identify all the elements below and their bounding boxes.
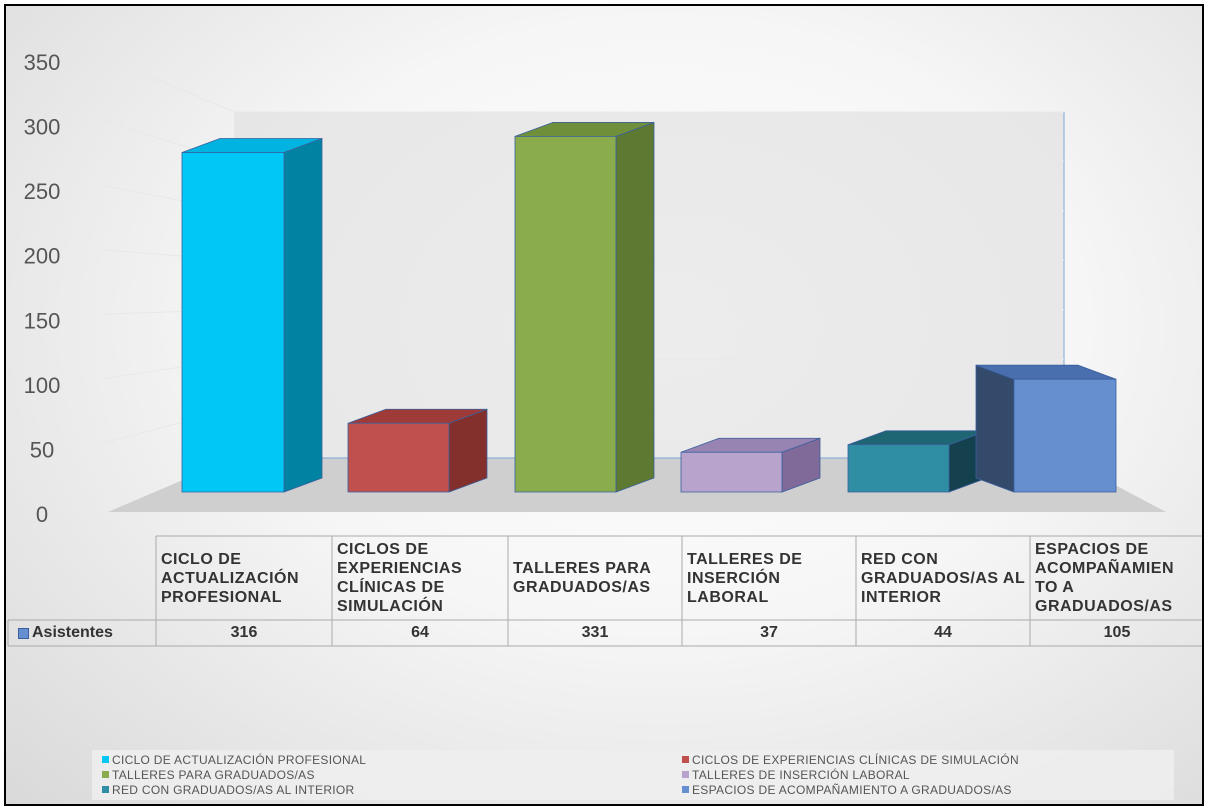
table-category-cell: TALLERES PARA GRADUADOS/AS	[513, 560, 651, 596]
legend-item: RED CON GRADUADOS/AS AL INTERIOR	[102, 783, 355, 797]
bar-front	[514, 136, 617, 493]
legend-label: TALLERES PARA GRADUADOS/AS	[112, 768, 315, 782]
bar	[975, 364, 1117, 493]
legend-label: CICLOS DE EXPERIENCIAS CLÍNICAS DE SIMUL…	[692, 753, 1019, 767]
chart-plot: 0 50 100 150 200 250 300 350	[7, 50, 1202, 647]
bar-front	[347, 422, 450, 493]
table-category-cell: CICLOS DE EXPERIENCIAS CLÍNICAS DE SIMUL…	[337, 541, 463, 615]
y-tick-label: 100	[24, 373, 61, 398]
legend-label: RED CON GRADUADOS/AS AL INTERIOR	[112, 783, 355, 797]
chart-frame: 0 50 100 150 200 250 300 350 CICLO DE ACTUALIZA…	[4, 4, 1204, 806]
bar	[847, 430, 988, 493]
legend-item: CICLO DE ACTUALIZACIÓN PROFESIONAL	[102, 753, 366, 767]
legend-swatch	[102, 771, 109, 778]
chart-legend: CICLO DE ACTUALIZACIÓN PROFESIONAL CICLOS…	[92, 750, 1174, 800]
table-category-cell: RED CON GRADUADOS/AS AL INTERIOR	[861, 550, 1025, 606]
y-tick-label: 50	[30, 437, 54, 462]
y-tick-label: 350	[24, 50, 61, 75]
legend-swatch	[102, 786, 109, 793]
bar-side	[448, 408, 488, 493]
table-category-cell: ESPACIOS DE ACOMPAÑAMIEN TO A GRADUADOS/…	[1035, 541, 1175, 615]
data-label: 331	[581, 624, 609, 641]
y-tick-label: 300	[24, 115, 61, 140]
y-tick-label: 200	[24, 244, 61, 269]
legend-label: TALLERES DE INSERCIÓN LABORAL	[692, 768, 910, 782]
table-category-cell: CICLO DE ACTUALIZACIÓN PROFESIONAL	[161, 550, 300, 606]
bar	[680, 437, 821, 493]
data-label: 37	[760, 624, 778, 641]
legend-label: CICLO DE ACTUALIZACIÓN PROFESIONAL	[112, 753, 367, 767]
bar	[181, 137, 323, 493]
bar-front	[181, 152, 285, 493]
bar	[514, 121, 655, 493]
legend-label: ESPACIOS DE ACOMPAÑAMIENTO A GRADUADOS/A…	[692, 783, 1012, 797]
data-label: 105	[1103, 624, 1131, 641]
table-category-cell: TALLERES DE INSERCIÓN LABORAL	[687, 550, 803, 606]
legend-item: ESPACIOS DE ACOMPAÑAMIENTO A GRADUADOS/A…	[682, 783, 1012, 797]
data-label: 64	[411, 624, 429, 641]
legend-swatch	[682, 786, 689, 793]
bar-front	[847, 444, 950, 493]
legend-swatch	[102, 756, 109, 763]
data-label: 316	[230, 624, 258, 641]
legend-item: TALLERES PARA GRADUADOS/AS	[102, 768, 315, 782]
bar-side	[975, 364, 1015, 493]
bar-side	[615, 121, 655, 493]
data-label: 44	[934, 624, 952, 641]
series-label: Asistentes	[10, 621, 154, 645]
y-tick-label: 0	[36, 502, 48, 527]
legend-swatch	[682, 756, 689, 763]
bar-side	[283, 137, 323, 493]
bar-front	[680, 451, 783, 493]
y-tick-label: 150	[24, 308, 61, 333]
legend-item: CICLOS DE EXPERIENCIAS CLÍNICAS DE SIMUL…	[682, 753, 1019, 767]
series-swatch	[18, 627, 29, 639]
gridline-perspective	[101, 55, 235, 113]
y-tick-label: 250	[24, 179, 61, 204]
legend-item: TALLERES DE INSERCIÓN LABORAL	[682, 768, 910, 782]
bar	[347, 408, 488, 493]
legend-swatch	[682, 771, 689, 778]
bar-front	[1013, 378, 1117, 493]
series-name: Asistentes	[32, 624, 113, 641]
